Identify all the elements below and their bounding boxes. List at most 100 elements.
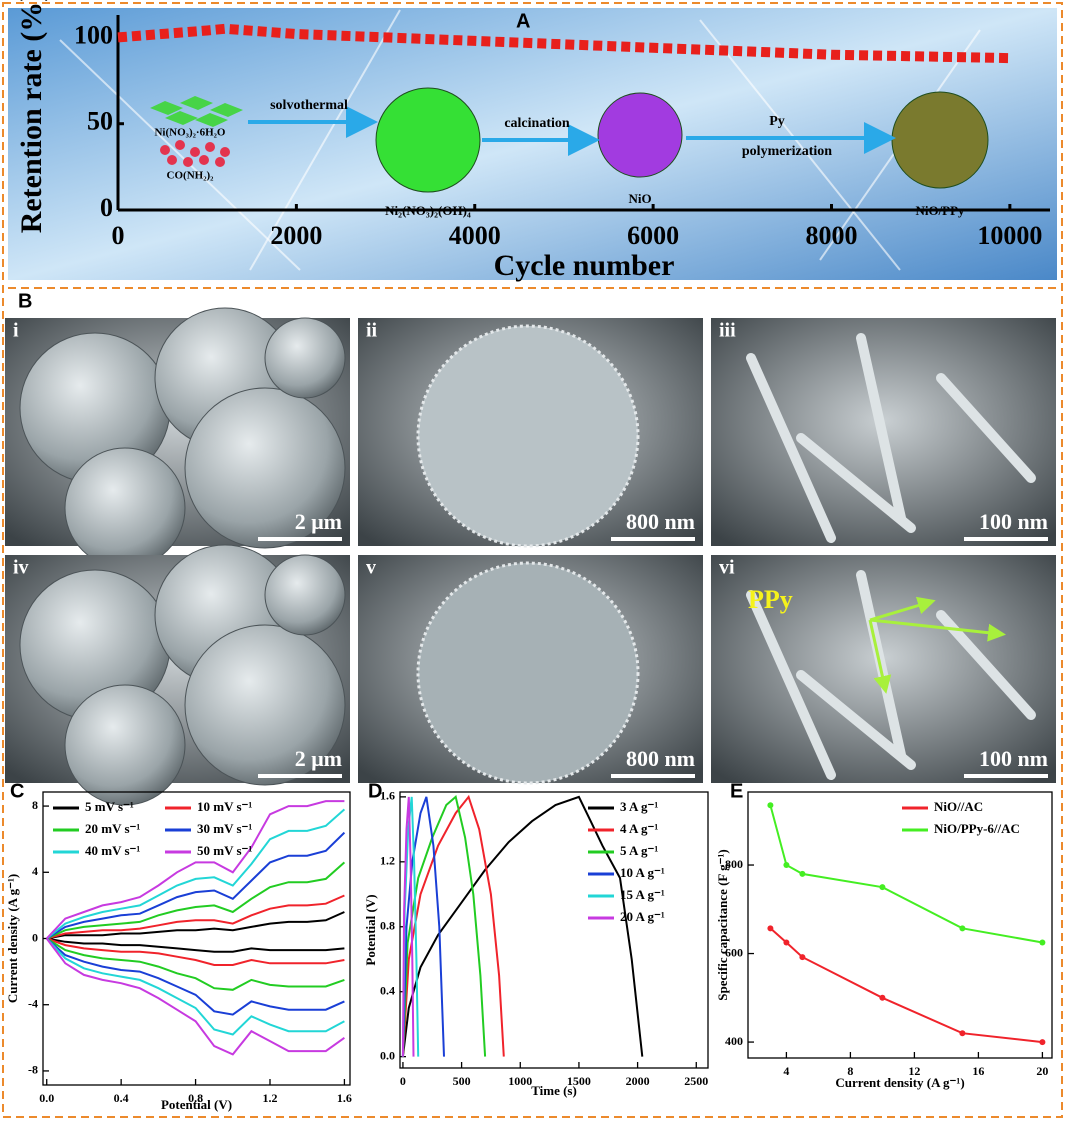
data-point xyxy=(783,862,790,869)
x-tick-label: 1.6 xyxy=(337,1091,352,1105)
y-axis-label: Specific capacitance (F g⁻¹) xyxy=(715,849,730,1000)
x-tick-label: 10000 xyxy=(977,221,1042,250)
precursor-label: CO(NH₂)₂ xyxy=(167,170,215,182)
x-tick-label: 6000 xyxy=(627,221,679,250)
legend-label: 50 mV s⁻¹ xyxy=(197,843,252,858)
microsphere xyxy=(264,554,346,636)
data-line xyxy=(46,937,345,991)
chart: 0 500 1000 1500 2000 2500 0.0 0.4 0.8 1.2 1.6 Time … xyxy=(363,780,709,1098)
data-line xyxy=(46,894,345,940)
data-line xyxy=(46,911,345,940)
legend-label: 20 A g⁻¹ xyxy=(620,909,665,924)
scale-bar-label: 2 μm xyxy=(295,746,342,771)
sparkles xyxy=(59,9,981,271)
y-tick-label: 100 xyxy=(74,20,113,49)
x-tick-label: 16 xyxy=(972,1064,984,1078)
scale-bar-label: 2 μm xyxy=(295,509,342,534)
legend-label: 10 A g⁻¹ xyxy=(620,865,665,880)
annotation-arrow xyxy=(868,619,892,694)
chart: 0.0 0.4 0.8 1.2 1.6 -8 -4 0 4 8 Potential (V) Curre… xyxy=(5,780,352,1112)
plot-frame xyxy=(399,791,709,1069)
image-label: iii xyxy=(719,320,736,342)
step-label: polymerization xyxy=(742,144,832,159)
precursor-dot xyxy=(183,157,193,167)
x-tick-label: 1.2 xyxy=(262,1091,277,1105)
panel-label: C xyxy=(10,780,24,802)
precursor-dot xyxy=(205,142,215,152)
x-tick-label: 4 xyxy=(783,1064,789,1078)
product-label: NiO xyxy=(628,191,651,206)
y-tick-label: 0.4 xyxy=(380,983,395,997)
data-point xyxy=(879,994,886,1001)
x-tick-label: 1000 xyxy=(508,1074,532,1088)
data-line xyxy=(46,831,346,940)
step-label: Py xyxy=(769,114,785,129)
x-axis-label: Cycle number xyxy=(494,249,675,282)
scale-bar xyxy=(611,537,695,541)
data-line xyxy=(45,937,345,1036)
legend-label: 30 mV s⁻¹ xyxy=(197,821,252,836)
image-label: i xyxy=(13,320,19,342)
microsphere xyxy=(184,387,346,549)
nanosheet xyxy=(936,610,1036,720)
data-line xyxy=(401,795,487,1057)
nanosheet xyxy=(856,333,906,523)
x-tick-label: 0.8 xyxy=(188,1091,203,1105)
microsphere xyxy=(264,317,346,399)
nanosheet xyxy=(936,373,1036,483)
legend-label: 5 A g⁻¹ xyxy=(620,843,658,858)
data-line xyxy=(769,927,1043,1044)
x-tick-label: 2000 xyxy=(270,221,322,250)
x-axis-label: Potential (V) xyxy=(161,1097,232,1112)
precursor-dot xyxy=(160,145,170,155)
y-tick-label: 0.0 xyxy=(380,1048,395,1062)
x-tick-label: 4000 xyxy=(449,221,501,250)
data-point xyxy=(783,939,790,946)
data-line xyxy=(46,937,345,1016)
x-tick-label: 8000 xyxy=(805,221,857,250)
y-tick-label: 800 xyxy=(725,857,743,871)
legend-label: NiO/PPy-6//AC xyxy=(934,821,1020,836)
precursor-dot xyxy=(215,157,225,167)
y-tick-label: 1.2 xyxy=(380,854,395,868)
nanosheet xyxy=(746,353,836,543)
scale-bar xyxy=(964,537,1048,541)
legend-label: 5 mV s⁻¹ xyxy=(85,799,134,814)
precursor-label: Ni(NO₃)₂·6H₂O xyxy=(154,127,225,139)
panel-label: E xyxy=(730,780,743,802)
y-tick-label: 0 xyxy=(32,930,38,944)
legend-label: NiO//AC xyxy=(934,799,983,814)
data-line xyxy=(401,796,445,1057)
y-axis-label: Retention rate (%) xyxy=(15,0,48,233)
scale-bar xyxy=(611,774,695,778)
scale-bar xyxy=(258,537,342,541)
y-axis-label: Current density (A g⁻¹) xyxy=(5,874,20,1003)
data-line xyxy=(401,796,415,1057)
data-point xyxy=(1039,939,1046,946)
precursor-flake xyxy=(165,111,198,125)
scale-bar-label: 800 nm xyxy=(626,509,695,534)
precursor-dot xyxy=(175,140,185,150)
annotation-arrow xyxy=(869,618,1006,642)
legend-label: 4 A g⁻¹ xyxy=(620,821,658,836)
image-label: ii xyxy=(366,320,378,342)
data-point xyxy=(799,954,806,961)
image-label: vi xyxy=(719,557,735,579)
scale-bar xyxy=(258,774,342,778)
data-line xyxy=(401,795,644,1057)
data-point xyxy=(959,1030,966,1037)
y-tick-label: 600 xyxy=(725,945,743,959)
nanosheet xyxy=(746,590,836,780)
step-label: solvothermal xyxy=(270,98,348,113)
precursor-dot xyxy=(220,147,230,157)
image-label: iv xyxy=(13,557,29,579)
panel-label: D xyxy=(368,780,382,802)
precursor-dot xyxy=(199,155,209,165)
x-tick-label: 500 xyxy=(453,1074,471,1088)
microsphere xyxy=(416,324,640,548)
y-tick-label: -8 xyxy=(28,1063,38,1077)
scale-bar-label: 100 nm xyxy=(979,746,1048,771)
precursor-dot xyxy=(190,147,200,157)
